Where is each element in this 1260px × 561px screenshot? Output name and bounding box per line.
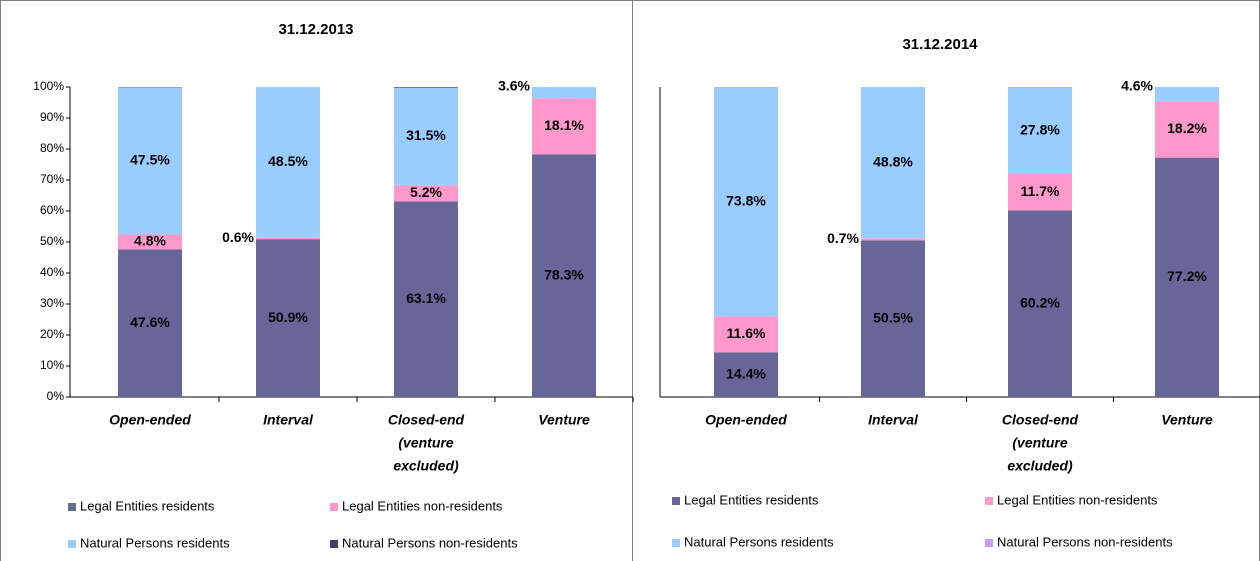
bar-segment xyxy=(532,98,596,155)
legend-swatch xyxy=(672,539,680,547)
data-label: 4.8% xyxy=(134,233,166,249)
y-tick-label: 100% xyxy=(33,79,64,93)
bar-segment xyxy=(1008,87,1072,88)
y-tick-label: 30% xyxy=(40,296,64,310)
legend-swatch xyxy=(68,540,76,548)
data-label: 0.7% xyxy=(827,230,859,246)
y-tick-label: 80% xyxy=(40,141,64,155)
bar-segment xyxy=(1008,174,1072,211)
y-tick-label: 40% xyxy=(40,265,64,279)
bar-segment xyxy=(714,87,778,317)
data-label: 47.5% xyxy=(130,152,170,168)
y-tick-label: 90% xyxy=(40,110,64,124)
legend-label: Natural Persons residents xyxy=(684,534,834,549)
data-label: 63.1% xyxy=(406,290,446,306)
bar-segment xyxy=(714,87,778,88)
data-label: 77.2% xyxy=(1167,268,1207,284)
bar-segment xyxy=(1155,87,1219,102)
bar-segment xyxy=(861,87,925,239)
x-tick-label: Interval xyxy=(263,412,314,428)
x-tick-label: Venture xyxy=(1161,412,1213,428)
bar-segment xyxy=(532,87,596,99)
chart-title: 31.12.2014 xyxy=(902,36,978,53)
data-label: 47.6% xyxy=(130,314,170,330)
x-tick-label: Closed-end xyxy=(1002,412,1079,428)
x-tick-label: excluded) xyxy=(1007,458,1073,474)
legend-swatch xyxy=(985,539,993,547)
legend-label: Natural Persons residents xyxy=(80,535,230,550)
data-label: 48.8% xyxy=(873,153,913,169)
y-tick-label: 20% xyxy=(40,327,64,341)
data-label: 27.8% xyxy=(1020,122,1060,138)
x-tick-label: Closed-end xyxy=(388,412,465,428)
data-label: 73.8% xyxy=(726,193,766,209)
legend-label: Legal Entities non-residents xyxy=(342,498,503,513)
y-tick-label: 50% xyxy=(40,234,64,248)
chart-title: 31.12.2013 xyxy=(278,21,353,38)
bar-segment xyxy=(118,87,182,235)
legend-label: Legal Entities residents xyxy=(684,492,819,507)
y-tick-label: 0% xyxy=(47,389,65,403)
data-label: 50.5% xyxy=(873,309,913,325)
bar-segment xyxy=(861,238,925,241)
bar-segment xyxy=(861,240,925,397)
data-label: 18.2% xyxy=(1167,120,1207,136)
data-label: 3.6% xyxy=(498,78,530,94)
y-tick-label: 10% xyxy=(40,358,64,372)
data-label: 14.4% xyxy=(726,365,766,381)
bar-segment xyxy=(118,234,182,250)
bar-segment xyxy=(256,237,320,240)
data-label: 11.7% xyxy=(1021,183,1060,199)
bar-segment xyxy=(1008,87,1072,175)
data-label: 4.6% xyxy=(1121,78,1153,94)
x-tick-label: Interval xyxy=(868,412,919,428)
bar-segment xyxy=(394,201,458,397)
bar-segment xyxy=(1008,210,1072,397)
legend-label: Natural Persons non-residents xyxy=(997,534,1173,549)
data-label: 18.1% xyxy=(544,117,584,133)
bar-segment xyxy=(394,185,458,202)
legend-swatch xyxy=(330,503,338,511)
x-tick-label: Venture xyxy=(538,412,590,428)
legend-label: Legal Entities non-residents xyxy=(997,492,1158,507)
data-label: 48.5% xyxy=(268,153,308,169)
bar-segment xyxy=(532,154,596,397)
bar-segment xyxy=(714,352,778,397)
y-tick-label: 60% xyxy=(40,203,64,217)
y-tick-label: 70% xyxy=(40,172,64,186)
data-label: 78.3% xyxy=(544,266,584,282)
data-label: 31.5% xyxy=(406,127,446,143)
legend-label: Legal Entities residents xyxy=(80,498,215,513)
legend-swatch xyxy=(672,497,680,505)
x-tick-label: excluded) xyxy=(393,458,459,474)
data-label: 60.2% xyxy=(1020,294,1060,310)
legend-swatch xyxy=(68,503,76,511)
bar-segment xyxy=(256,87,320,238)
x-tick-label: (venture xyxy=(398,435,453,451)
bar-segment xyxy=(118,249,182,397)
bar-segment xyxy=(394,87,458,186)
legend-label: Natural Persons non-residents xyxy=(342,535,518,550)
data-label: 5.2% xyxy=(410,184,442,200)
bar-segment xyxy=(1155,101,1219,158)
x-tick-label: Open-ended xyxy=(705,412,787,428)
data-label: 0.6% xyxy=(222,229,254,245)
data-label: 50.9% xyxy=(268,309,308,325)
bar-segment xyxy=(1155,157,1219,397)
bar-segment xyxy=(256,239,320,397)
x-tick-label: Open-ended xyxy=(109,412,191,428)
legend-swatch xyxy=(985,497,993,505)
bar-segment xyxy=(394,87,458,88)
data-label: 11.6% xyxy=(727,325,766,341)
bar-segment xyxy=(714,316,778,353)
legend-swatch xyxy=(330,540,338,548)
x-tick-label: (venture xyxy=(1012,435,1067,451)
